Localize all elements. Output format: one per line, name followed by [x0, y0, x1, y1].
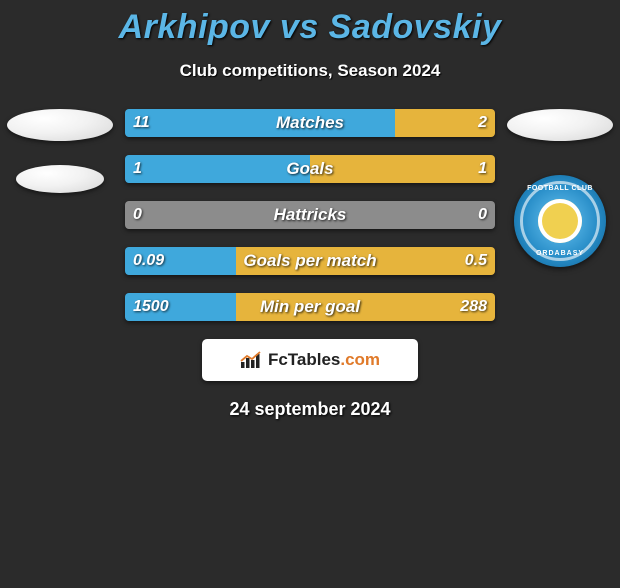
- stat-label: Hattricks: [125, 205, 495, 225]
- stat-label: Matches: [125, 113, 495, 133]
- stat-row: 00Hattricks: [125, 201, 495, 229]
- brand-name: FcTables.com: [268, 350, 380, 370]
- subtitle: Club competitions, Season 2024: [0, 61, 620, 81]
- bar-chart-icon: [240, 351, 262, 369]
- brand-logo-box: FcTables.com: [202, 339, 418, 381]
- comparison-content: FOOTBALL CLUB ORDABASY 112Matches 11Goals…: [0, 109, 620, 420]
- avatar-player-left: [7, 109, 113, 141]
- stat-label: Goals per match: [125, 251, 495, 271]
- stat-label: Goals: [125, 159, 495, 179]
- stat-bars: 112Matches 11Goals 00Hattricks 0.090.5Goals…: [125, 109, 495, 321]
- club-badge-bottom-text: ORDABASY: [514, 250, 606, 257]
- left-player-col: [0, 109, 120, 193]
- stat-row: 1500288Min per goal: [125, 293, 495, 321]
- club-badge-top-text: FOOTBALL CLUB: [514, 185, 606, 192]
- page-title: Arkhipov vs Sadovskiy: [0, 8, 620, 47]
- avatar-club-left: [16, 165, 104, 193]
- stat-row: 0.090.5Goals per match: [125, 247, 495, 275]
- club-badge-inner: [538, 199, 582, 243]
- stat-row: 112Matches: [125, 109, 495, 137]
- club-badge-right: FOOTBALL CLUB ORDABASY: [514, 175, 606, 267]
- date-label: 24 september 2024: [0, 399, 620, 420]
- stat-label: Min per goal: [125, 297, 495, 317]
- right-player-col: FOOTBALL CLUB ORDABASY: [500, 109, 620, 267]
- avatar-player-right: [507, 109, 613, 141]
- stat-row: 11Goals: [125, 155, 495, 183]
